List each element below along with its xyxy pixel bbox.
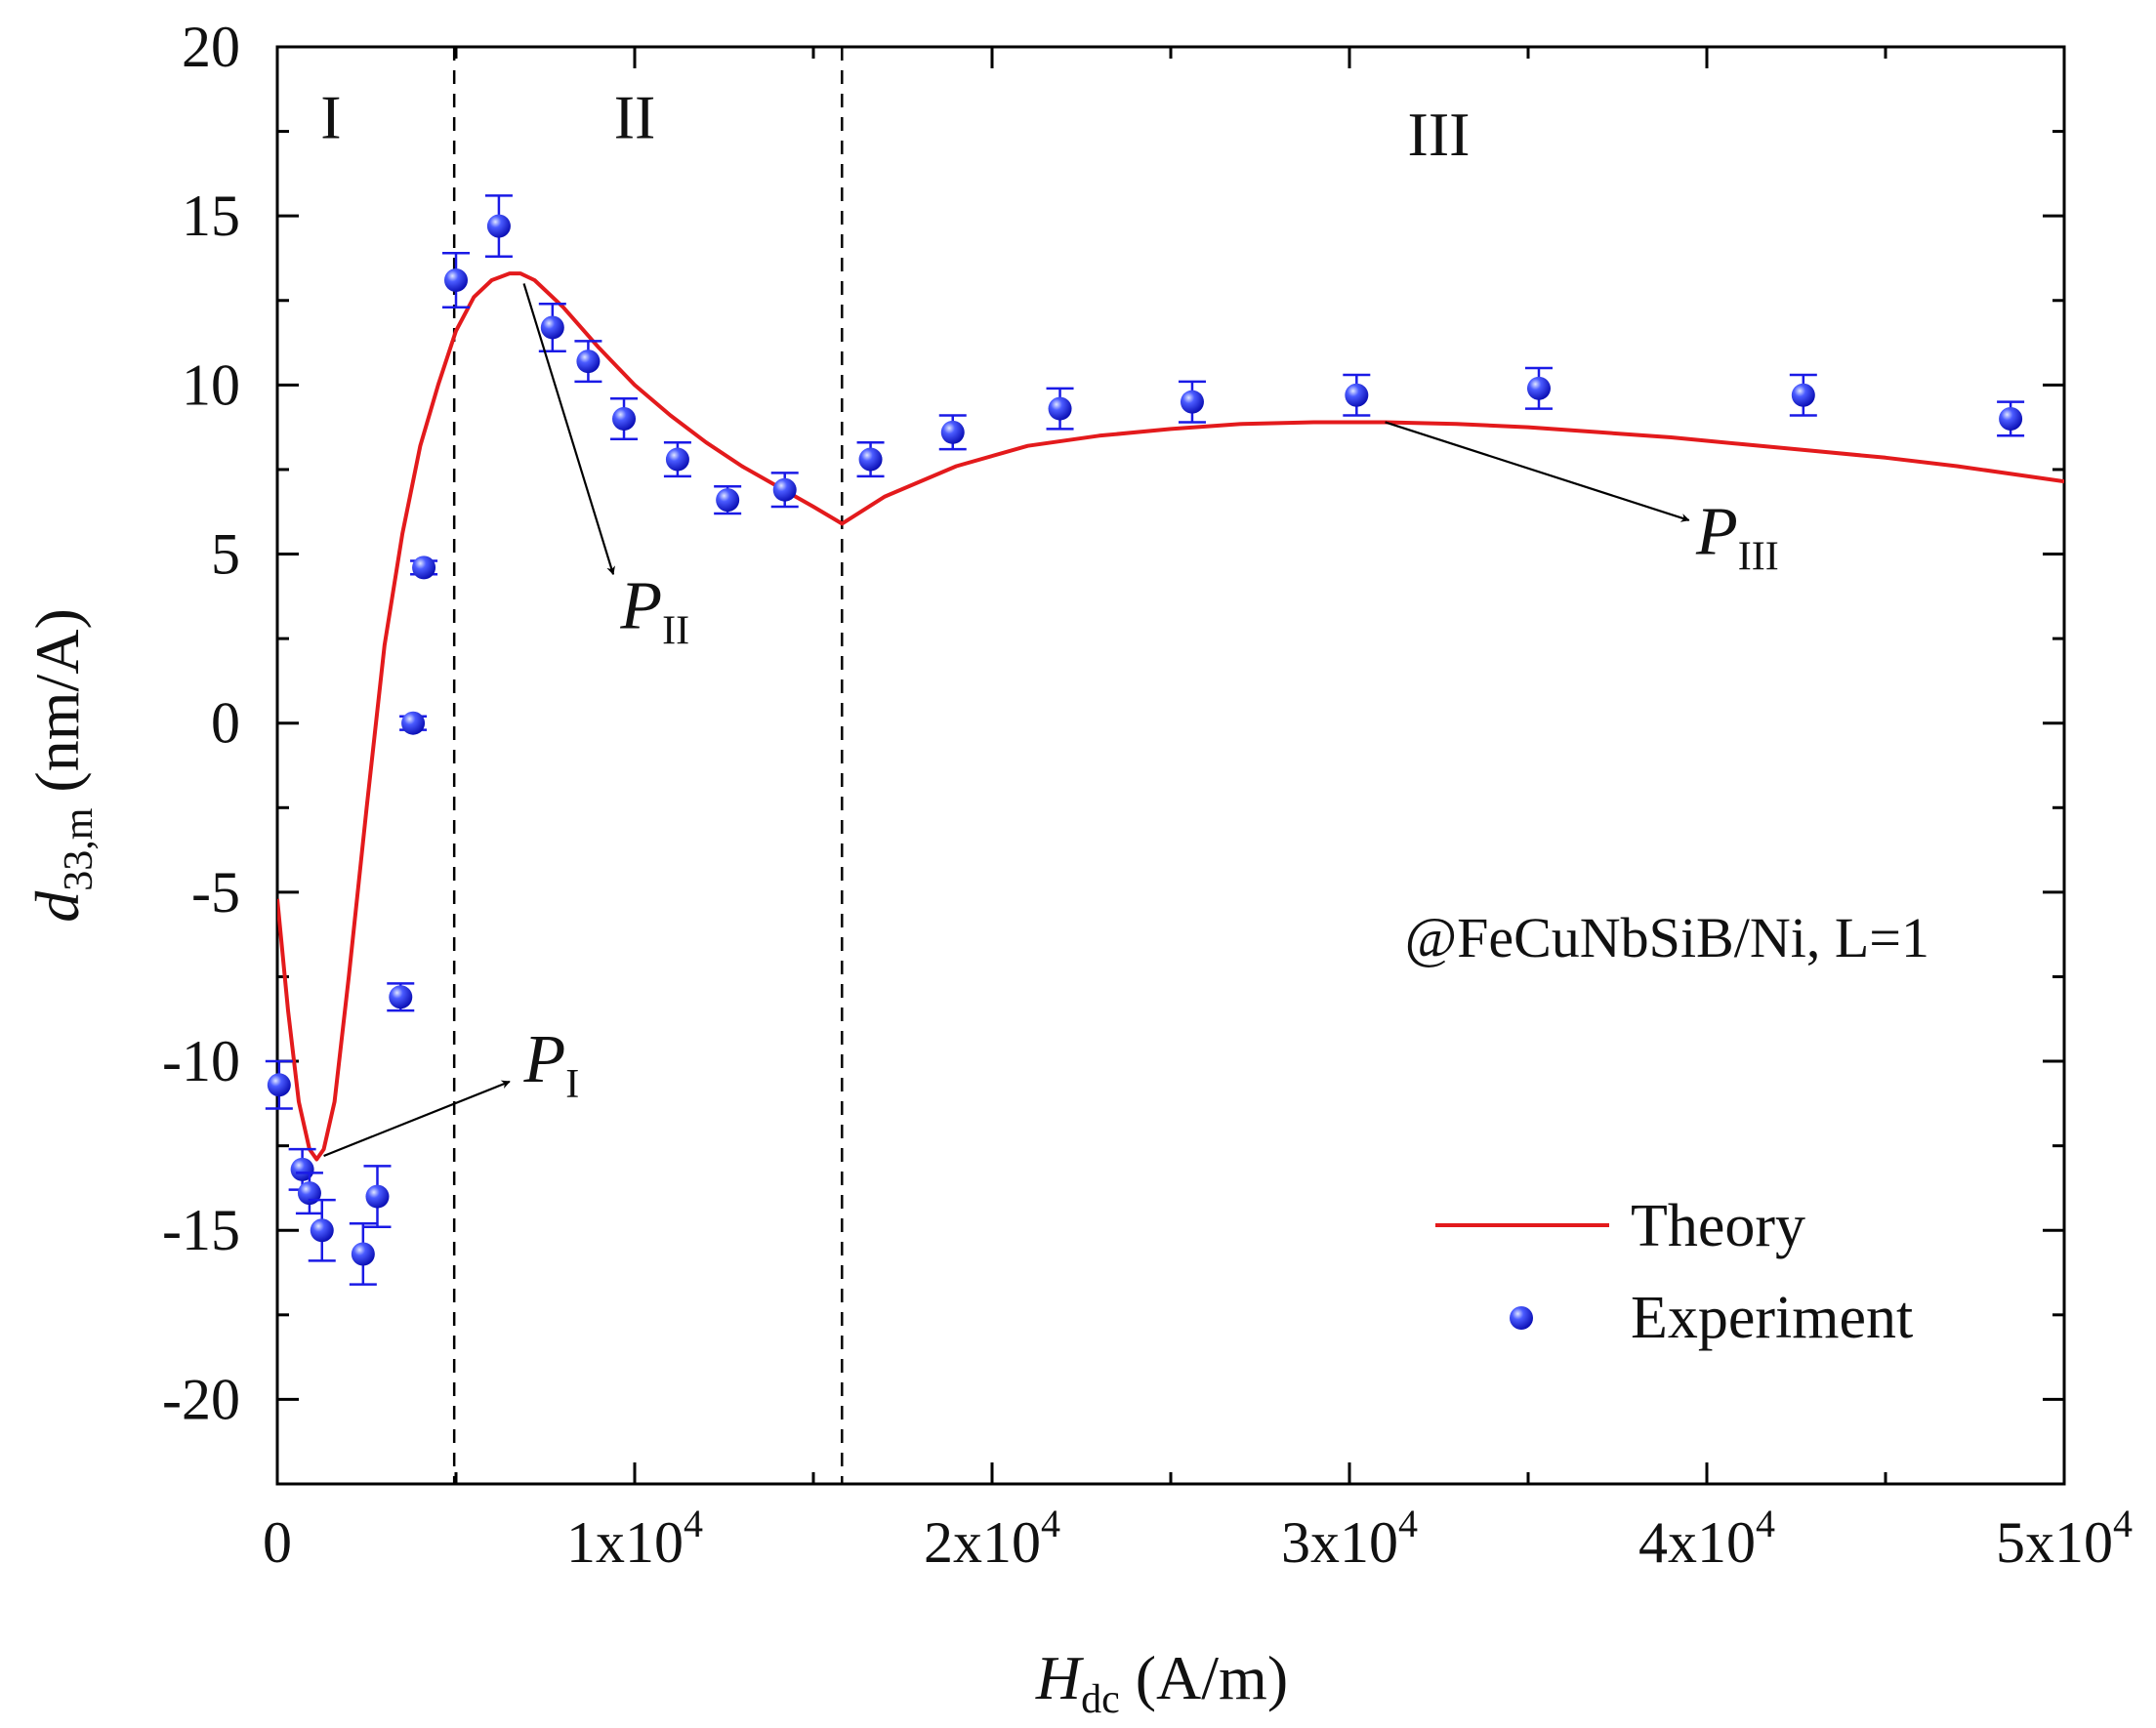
experiment-marker (940, 420, 965, 444)
experiment-marker (267, 1073, 291, 1097)
y-axis-title: d33,m (nm/A) (22, 608, 102, 923)
experiment-marker (576, 350, 601, 374)
y-tick-label-2: 10 (182, 352, 240, 417)
experiment-marker (1048, 396, 1072, 421)
peak-arrow-III (1385, 421, 1690, 522)
plot-frame (275, 45, 2066, 1486)
experiment-point-10 (484, 194, 513, 258)
annotations: PI PII PIII (323, 283, 1779, 1158)
theory-series (277, 271, 2064, 1162)
x-tick-label-0: 0 (263, 1510, 292, 1575)
axes: 0 1x104 2x104 3x104 4x104 5x104 20 15 10 5 0 -5 -10 -… (162, 15, 2133, 1575)
experiment-point-0 (265, 1059, 293, 1110)
region-label-III: III (1408, 100, 1471, 169)
experiment-point-8 (410, 555, 438, 580)
peak-arrow-II (522, 283, 615, 576)
experiment-marker (1999, 406, 2023, 431)
experiment-marker (1791, 383, 1815, 407)
experiment-marker (1180, 390, 1204, 414)
legend: Theory Experiment (1435, 1193, 1913, 1351)
y-tick-label-6: -10 (162, 1029, 240, 1093)
legend-experiment-label: Experiment (1631, 1285, 1913, 1351)
experiment-point-9 (442, 252, 470, 309)
y-tick-label-3: 5 (211, 522, 240, 587)
x-tick-label-4: 4x104 (1638, 1502, 1775, 1575)
experiment-marker (389, 985, 413, 1009)
region-boundaries: I II III (320, 47, 1470, 1484)
y-tick-label-1: 15 (182, 184, 240, 248)
y-tick-label-7: -15 (162, 1198, 240, 1262)
experiment-point-1 (288, 1147, 316, 1191)
experiment-marker (310, 1218, 334, 1243)
experiment-point-6 (387, 982, 415, 1012)
experiment-marker (612, 406, 637, 431)
peak-arrow-I (323, 1080, 511, 1158)
experiment-point-21 (1343, 373, 1371, 417)
y-tick-label-8: -20 (162, 1367, 240, 1431)
peak-label-II: PII (619, 569, 689, 654)
region-label-I: I (320, 83, 341, 152)
x-tick-label-2: 2x104 (924, 1502, 1060, 1575)
experiment-marker (1345, 383, 1369, 407)
experiment-point-19 (1046, 387, 1074, 431)
sample-annotation: @FeCuNbSiB/Ni, L=1 (1405, 906, 1929, 969)
peak-label-III: PIII (1695, 495, 1779, 580)
y-tick-label-0: 20 (182, 15, 240, 79)
experiment-point-7 (399, 711, 428, 735)
region-label-II: II (614, 83, 656, 152)
x-tick-label-3: 3x104 (1281, 1502, 1418, 1575)
experiment-marker (716, 488, 740, 513)
experiment-marker (401, 711, 426, 735)
experiment-marker (365, 1184, 390, 1209)
experiment-marker (1526, 376, 1551, 400)
experiment-point-18 (938, 414, 967, 451)
experiment-point-17 (856, 440, 885, 478)
experiment-point-23 (1789, 373, 1817, 417)
y-tick-label-4: 0 (211, 691, 240, 756)
experiment-point-4 (349, 1222, 377, 1286)
x-tick-label-5: 5x104 (1996, 1502, 2133, 1575)
experiment-point-5 (363, 1165, 392, 1229)
theory-line (277, 271, 2064, 1162)
experiment-point-13 (610, 396, 639, 441)
experiment-point-12 (574, 340, 602, 384)
experiment-point-14 (663, 440, 691, 478)
experiment-marker (858, 447, 883, 472)
experiment-marker (290, 1157, 314, 1181)
x-tick-label-1: 1x104 (566, 1502, 703, 1575)
experiment-point-22 (1524, 366, 1553, 410)
peak-label-I: PI (523, 1022, 580, 1107)
experiment-marker (412, 555, 436, 580)
experiment-marker (486, 214, 511, 238)
legend-theory-label: Theory (1631, 1193, 1805, 1259)
experiment-point-15 (714, 485, 742, 515)
experiment-marker (540, 315, 564, 340)
legend-experiment-swatch (1510, 1306, 1533, 1330)
experiment-marker (297, 1181, 321, 1206)
experiment-point-16 (770, 472, 799, 509)
experiment-point-11 (538, 302, 566, 352)
experiment-marker (772, 477, 797, 502)
experiment-point-24 (1997, 400, 2025, 437)
experiment-marker (665, 447, 689, 472)
experiment-series (265, 194, 2025, 1286)
x-axis-title: Hdc (A/m) (1035, 1643, 1288, 1722)
experiment-marker (351, 1242, 375, 1266)
experiment-point-3 (308, 1198, 336, 1262)
experiment-point-20 (1178, 380, 1206, 424)
y-tick-label-5: -5 (191, 860, 240, 925)
experiment-marker (444, 267, 468, 292)
